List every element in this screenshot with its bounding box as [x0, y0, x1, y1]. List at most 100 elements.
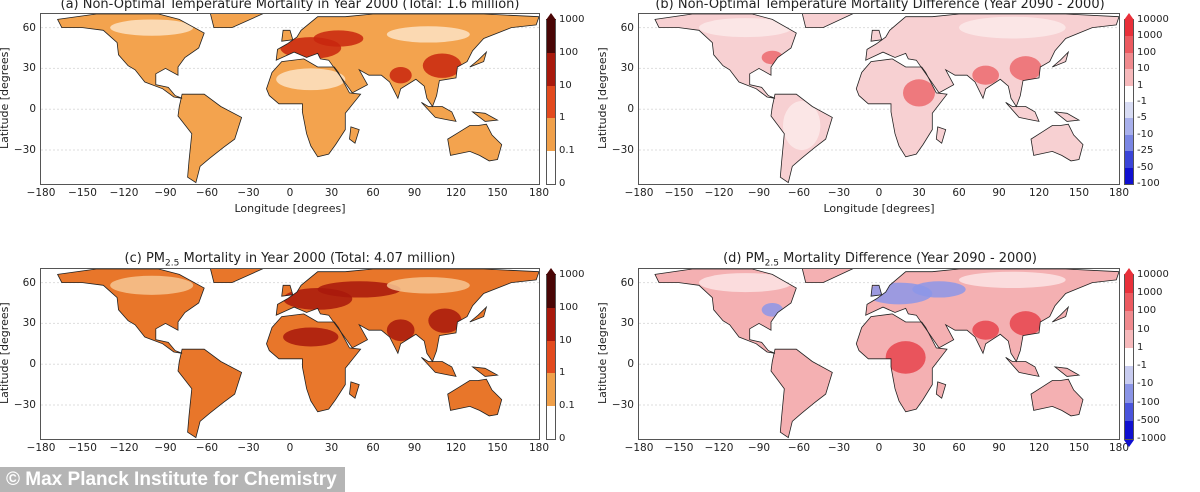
- title-subscript: 2.5: [764, 258, 779, 269]
- longitude-tick-label: −30: [237, 442, 260, 454]
- longitude-tick-label: 120: [445, 187, 467, 199]
- coastline: [855, 313, 948, 413]
- colorbar-tick-label: 10: [559, 79, 572, 91]
- colorbar-segment: [1125, 402, 1133, 421]
- landmass: [871, 30, 882, 42]
- coastline: [1030, 378, 1084, 417]
- colorbar-tick-label: -1: [1137, 96, 1147, 107]
- colorbar-segment: [1125, 69, 1133, 86]
- longitude-tick-label: −180: [624, 442, 654, 454]
- longitude-tick-label: 150: [487, 442, 508, 454]
- longitude-tick-label: −120: [704, 442, 734, 454]
- longitude-tick-label: 120: [1028, 442, 1050, 454]
- longitude-tick-label: −180: [624, 187, 654, 199]
- latitude-tick-label: 0: [627, 103, 634, 116]
- mortality-region: [422, 53, 462, 78]
- longitude-tick-label: 0: [286, 442, 294, 454]
- coastline: [177, 348, 243, 439]
- x-axis-label: Longitude [degrees]: [234, 202, 346, 215]
- latitude-tick-label: −30: [611, 399, 634, 411]
- colorbar-tick-label: 100: [559, 46, 579, 58]
- colorbar-segment: [1125, 275, 1133, 294]
- title-text: (c) PM: [124, 251, 166, 266]
- colorbar-tick-label: 0: [559, 178, 566, 189]
- colorbar-tick-label: 10: [559, 334, 572, 346]
- colorbar-extend-arrow: [546, 13, 556, 20]
- colorbar-extend-arrow: [546, 268, 556, 275]
- latitude-tick-label: 0: [29, 103, 36, 116]
- coastline: [177, 93, 243, 184]
- longitude-tick-label: −90: [747, 442, 771, 454]
- longitude-tick-label: −30: [827, 187, 851, 199]
- colorbar-segment: [547, 85, 555, 119]
- landmass: [472, 366, 498, 377]
- coastline: [855, 58, 948, 158]
- landmass: [1055, 111, 1079, 122]
- landmass: [421, 357, 456, 377]
- coastline: [281, 29, 294, 42]
- title-text-suffix: Mortality in Year 2000 (Total: 4.07 mill…: [179, 251, 456, 266]
- colorbar-segment: [1125, 311, 1133, 330]
- colorbar: [546, 274, 556, 440]
- mortality-region: [110, 19, 194, 36]
- landmass: [802, 14, 853, 28]
- latitude-tick-label: 30: [22, 317, 36, 330]
- coastline: [1005, 102, 1040, 122]
- longitude-tick-label: −120: [109, 442, 139, 454]
- longitude-tick-label: −90: [154, 187, 177, 199]
- mortality-region: [972, 65, 999, 85]
- title-text: (b) Non-Optimal Temperature Mortality Di…: [655, 0, 1105, 12]
- latitude-tick-label: 60: [620, 276, 634, 289]
- colorbar-tick-label: 1: [1137, 79, 1144, 91]
- title-text: (a) Non-Optimal Temperature Mortality in…: [60, 0, 520, 12]
- title-text: (d) PM: [723, 251, 765, 266]
- colorbar-tick-label: 1000: [559, 269, 585, 280]
- longitude-tick-label: 90: [407, 442, 422, 454]
- mortality-region: [761, 303, 783, 317]
- coastline: [935, 381, 947, 399]
- y-axis-label: Latitude [degrees]: [0, 302, 11, 404]
- coastline: [210, 14, 264, 28]
- title-subscript: 2.5: [165, 258, 180, 269]
- longitude-tick-label: 60: [366, 442, 380, 454]
- longitude-tick-label: 60: [366, 187, 380, 199]
- latitude-tick-label: 30: [22, 62, 36, 75]
- longitude-tick-label: 90: [407, 187, 422, 199]
- latitude-tick-label: 0: [627, 358, 634, 371]
- longitude-tick-label: 180: [528, 187, 550, 199]
- mortality-region: [283, 327, 339, 347]
- landmass: [865, 14, 1119, 107]
- landmass: [1031, 124, 1083, 161]
- mortality-region: [428, 308, 462, 333]
- colorbar-segment: [1125, 347, 1133, 367]
- longitude-tick-label: 30: [324, 187, 339, 199]
- colorbar-segment: [1125, 420, 1133, 439]
- landmass: [936, 126, 946, 144]
- colorbar-segment: [547, 340, 555, 374]
- colorbar-segment: [1125, 167, 1133, 184]
- colorbar-extend-arrow: [1124, 440, 1134, 447]
- hotspots: [110, 275, 470, 347]
- colorbar-tick-label: -5: [1137, 112, 1147, 124]
- coastline: [469, 50, 488, 68]
- landmass: [936, 381, 946, 399]
- map-svg: [639, 269, 1119, 439]
- x-axis-label: Longitude [degrees]: [823, 202, 935, 215]
- coastline: [421, 357, 457, 377]
- mortality-region: [699, 273, 793, 293]
- colorbar-tick-label: -10: [1137, 378, 1154, 390]
- longitude-tick-label: −90: [154, 442, 177, 454]
- colorbar-segment: [1125, 118, 1133, 135]
- colorbar-tick-label: 10: [1137, 63, 1150, 75]
- mortality-region: [110, 275, 194, 295]
- longitude-tick-label: 0: [286, 187, 294, 199]
- coastline: [1005, 357, 1040, 377]
- map-area: [638, 13, 1120, 185]
- coastline: [469, 305, 488, 323]
- landmass: [178, 349, 242, 438]
- colorbar-tick-label: 1: [559, 112, 566, 124]
- coastline: [1052, 50, 1070, 68]
- longitude-tick-label: 150: [487, 187, 508, 199]
- landmass: [1005, 102, 1039, 122]
- latitude-tick-label: −30: [611, 144, 634, 156]
